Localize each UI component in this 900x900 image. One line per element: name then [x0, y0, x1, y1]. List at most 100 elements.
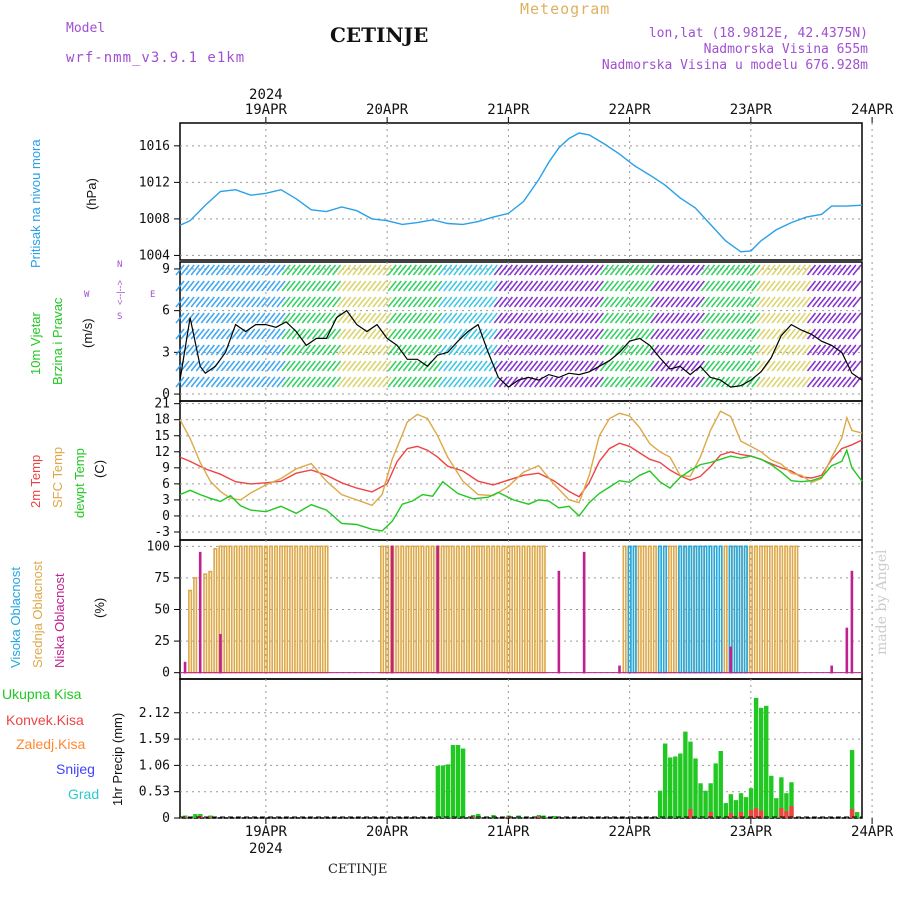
wind-barb: [205, 264, 215, 276]
high-cloud-bar: [733, 545, 738, 674]
wind-barb: [468, 296, 478, 308]
wind-barb: [549, 296, 559, 308]
wind-barb: [705, 312, 716, 324]
wind-barb: [690, 328, 700, 340]
wind-barb: [326, 312, 337, 324]
wind-barb: [574, 376, 584, 388]
mid-cloud-bar: [314, 545, 319, 674]
pressure-ytick-label: 1008: [139, 212, 170, 227]
wind-barb: [822, 264, 832, 276]
wind-barb: [316, 328, 327, 340]
wind-barb: [311, 296, 322, 308]
wind-barb: [427, 328, 438, 340]
wind-barb: [852, 312, 862, 324]
wind-barb: [746, 344, 756, 356]
wind-barb: [246, 344, 256, 356]
mid-cloud-bar: [516, 545, 521, 674]
wind-barb: [180, 296, 190, 308]
wind-barb: [175, 376, 185, 388]
wind-barb: [276, 360, 286, 372]
wind-barb: [726, 360, 736, 372]
wind-barb: [842, 312, 852, 324]
temp-ytick-label: 21: [154, 397, 170, 412]
wind-barb: [473, 360, 483, 372]
day-label-top: 21APR: [487, 102, 530, 118]
wind-barb: [640, 344, 650, 356]
wind-barb: [483, 344, 493, 356]
wind-barb: [220, 264, 231, 276]
wind-barb: [655, 328, 665, 340]
wind-barb: [443, 360, 453, 372]
wind-barb: [670, 360, 680, 372]
mid-cloud-bar: [723, 545, 728, 674]
wind-barb: [326, 360, 337, 372]
wind-barb: [316, 264, 327, 276]
wind-barb: [488, 312, 498, 324]
wind-barb: [433, 312, 443, 324]
wind-barb: [604, 264, 615, 276]
wind-barb: [614, 344, 625, 356]
wind-barb: [321, 360, 332, 372]
precip-ytick-label: 1.06: [139, 758, 170, 773]
wind-barb: [412, 312, 423, 324]
wind-barb: [503, 264, 513, 276]
wind-barb: [235, 280, 246, 292]
wind-barb: [367, 376, 377, 388]
wind-barb: [523, 264, 534, 276]
pressure-ytick-label: 1016: [139, 139, 170, 154]
mid-cloud-bar: [223, 545, 228, 674]
wind-barb: [635, 376, 645, 388]
wind-barb: [816, 344, 827, 356]
total-precip-bar: [743, 797, 749, 818]
mid-cloud-bar: [642, 545, 647, 674]
conv-precip-bar: [758, 810, 764, 818]
wind-barb: [331, 296, 342, 308]
wind-barb: [741, 360, 751, 372]
wind-barb: [438, 312, 448, 324]
wind-barb: [827, 328, 837, 340]
wind-barb: [660, 360, 670, 372]
wind-barb: [594, 376, 604, 388]
wind-barb: [720, 376, 731, 388]
wind-barb: [751, 344, 761, 356]
wind-barb: [306, 280, 316, 292]
wind-barb: [220, 328, 231, 340]
wind-barb: [342, 264, 352, 276]
wind-barb: [589, 280, 599, 292]
wind-barb: [337, 264, 347, 276]
wind-barb: [579, 296, 589, 308]
wind-barb: [392, 376, 402, 388]
year-label-bottom: 2024: [249, 841, 283, 857]
wind-barb: [539, 264, 549, 276]
wind-barb: [761, 344, 771, 356]
precip-legend-snow: Snijeg: [56, 761, 95, 777]
wind-barb: [640, 280, 650, 292]
wind-barb: [225, 296, 236, 308]
wind-barb: [458, 312, 468, 324]
wind-barb: [417, 312, 428, 324]
year-label-top: 2024: [249, 87, 283, 103]
precip-ytick-label: 2.12: [139, 706, 170, 721]
wind-barb: [539, 280, 549, 292]
wind-barb: [786, 344, 796, 356]
wind-barb: [786, 376, 796, 388]
wind-barb: [811, 264, 822, 276]
wind-barb: [660, 376, 670, 388]
wind-barb: [402, 328, 412, 340]
wind-barb: [624, 280, 635, 292]
cloud-ytick-label: 75: [154, 571, 170, 586]
wind-barb: [402, 344, 412, 356]
wind-barb: [362, 312, 372, 324]
wind-barb: [230, 376, 241, 388]
total-precip-bar: [738, 793, 744, 818]
wind-barb: [382, 312, 392, 324]
wind-barb: [513, 376, 524, 388]
wind-barb: [791, 280, 801, 292]
wind-barb: [508, 344, 519, 356]
cloud-unit: (%): [92, 597, 107, 618]
wind-barb: [559, 360, 569, 372]
wind-barb: [508, 360, 519, 372]
wind-barb: [822, 376, 832, 388]
wind-barb: [685, 328, 695, 340]
wind-barb: [539, 360, 549, 372]
